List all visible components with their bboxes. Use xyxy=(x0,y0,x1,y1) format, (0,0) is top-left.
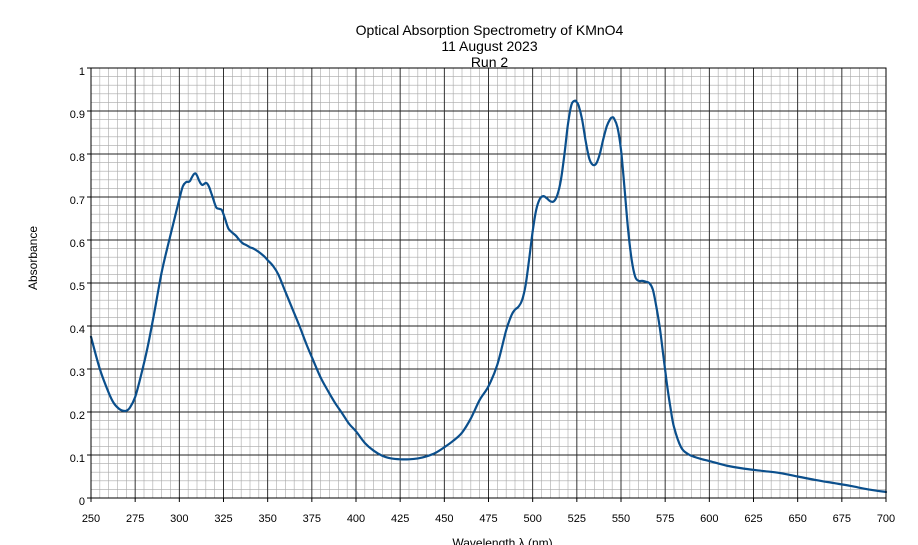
y-tick-label: 0.3 xyxy=(70,367,85,379)
y-tick-label: 0.1 xyxy=(70,453,85,465)
y-tick-label: 0.9 xyxy=(70,109,85,121)
x-tick-label: 575 xyxy=(656,513,674,525)
series-layer xyxy=(89,99,888,494)
chart-title-line: 11 August 2023 xyxy=(441,38,537,54)
x-tick-label: 450 xyxy=(435,513,453,525)
x-tick-label: 475 xyxy=(479,513,497,525)
x-tick-label: 400 xyxy=(347,513,365,525)
chart-title-line: Run 2 xyxy=(471,54,509,70)
x-tick-label: 675 xyxy=(833,513,851,525)
y-tick-label: 0.2 xyxy=(70,410,85,422)
x-tick-label: 350 xyxy=(258,513,276,525)
x-tick-label: 550 xyxy=(612,513,630,525)
y-tick-label: 1 xyxy=(79,66,85,78)
grid xyxy=(90,67,887,499)
x-tick-label: 650 xyxy=(788,513,806,525)
y-tick-label: 0.7 xyxy=(70,195,85,207)
chart-title-line: Optical Absorption Spectrometry of KMnO4 xyxy=(356,22,624,38)
x-tick-label: 375 xyxy=(303,513,321,525)
chart-title: Optical Absorption Spectrometry of KMnO4… xyxy=(356,22,624,70)
x-tick-label: 525 xyxy=(568,513,586,525)
y-tick-label: 0.6 xyxy=(70,238,85,250)
x-axis-label: Wavelength λ (nm) xyxy=(452,536,552,545)
x-tick-label: 300 xyxy=(170,513,188,525)
x-tick-label: 425 xyxy=(391,513,409,525)
y-tick-label: 0.8 xyxy=(70,152,85,164)
y-tick-label: 0.4 xyxy=(70,324,85,336)
x-tick-label: 275 xyxy=(126,513,144,525)
x-tick-label: 600 xyxy=(700,513,718,525)
y-axis-label: Absorbance xyxy=(26,226,40,290)
y-tick-label: 0.5 xyxy=(70,281,85,293)
x-tick-label: 250 xyxy=(82,513,100,525)
x-tick-label: 500 xyxy=(523,513,541,525)
y-tick-label: 0 xyxy=(79,496,85,508)
x-tick-label: 625 xyxy=(744,513,762,525)
absorbance-series-line xyxy=(89,99,888,494)
x-tick-label: 700 xyxy=(877,513,895,525)
axes: 250 275 300 325 350 375 400 425 450 475 500 525 550 5… xyxy=(26,66,895,545)
x-tick-label: 325 xyxy=(214,513,232,525)
